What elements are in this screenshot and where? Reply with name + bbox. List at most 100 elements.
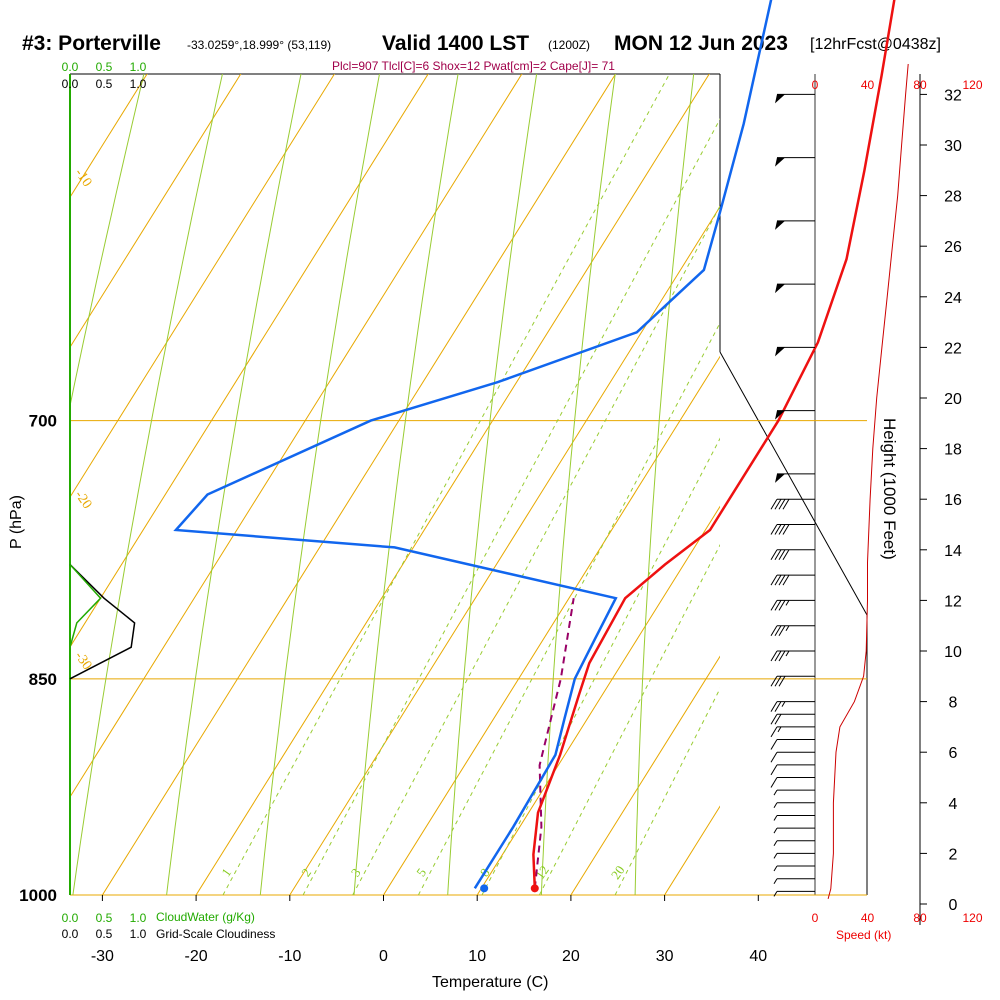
barb-half	[773, 815, 778, 821]
indices-text: Plcl=907 Tlcl[C]=6 Shox=12 Pwat[cm]=2 Ca…	[332, 59, 615, 73]
wind-barb	[775, 93, 815, 104]
dry-adiabat-240	[72, 74, 223, 895]
isotherm--120	[0, 0, 411, 895]
height-tick-label: 20	[944, 391, 962, 408]
wind-barb	[770, 777, 815, 788]
speed-tick-top: 40	[861, 78, 875, 92]
barb-half	[773, 853, 778, 859]
barb-full	[782, 498, 790, 510]
dry-adiabat-310	[729, 0, 931, 895]
height-tick-label: 24	[944, 290, 962, 307]
mixing-ratio-5	[417, 321, 720, 895]
soundings	[173, 0, 896, 893]
cloudwater-tick-bottom: 0.5	[96, 911, 113, 925]
height-tick-label: 26	[944, 239, 962, 256]
barb-full	[774, 574, 782, 586]
cloudwater-tick-top: 1.0	[130, 60, 147, 74]
barb-full	[770, 713, 778, 725]
barb-full	[770, 751, 778, 763]
barb-half	[781, 701, 786, 707]
barb-full	[770, 574, 778, 586]
title-utc: (1200Z)	[548, 38, 590, 52]
temp-tick-label: 30	[656, 948, 674, 965]
temp-tick-label: 40	[749, 948, 767, 965]
cloudwater-tick-bottom: 1.0	[130, 911, 147, 925]
temp-tick-label: -20	[185, 948, 208, 965]
barb-full	[770, 739, 778, 750]
cloudwater-label: CloudWater (g/Kg)	[156, 910, 255, 924]
wind-barb	[775, 283, 815, 294]
mixing-ratio-label-5: 5	[413, 865, 429, 879]
wind-barb	[770, 739, 815, 750]
wind-barb	[775, 220, 815, 230]
mixing-ratio-20	[614, 687, 720, 895]
height-tick-label: 14	[944, 543, 962, 560]
barb-full	[778, 524, 786, 535]
speed-tick-top: 80	[913, 78, 927, 92]
barb-full	[782, 524, 790, 535]
dry-adiabat-300	[634, 74, 695, 895]
barb-half	[785, 600, 790, 606]
barb-full	[774, 549, 782, 561]
dry-adiabat-280	[447, 74, 538, 895]
cloudwater-tick-top: 0.5	[96, 60, 113, 74]
speed-tick-bottom: 40	[861, 911, 875, 925]
isotherm--140	[0, 0, 224, 895]
background-lines	[0, 0, 931, 895]
cloudwater-tick-top: 0.0	[62, 60, 79, 74]
barb-flag	[775, 94, 785, 104]
barb-full	[774, 650, 782, 662]
pressure-tick-label: 1000	[19, 886, 57, 905]
cloudiness-line	[69, 563, 136, 680]
isotherm--70	[70, 74, 242, 349]
barb-half	[785, 625, 790, 631]
dry-adiabat-260	[259, 74, 380, 895]
cloudiness-label: Grid-Scale Cloudiness	[156, 927, 275, 941]
barb-full	[770, 498, 778, 510]
wind-barbs	[770, 93, 815, 897]
temp-tick-label: -30	[91, 948, 114, 965]
height-tick-label: 6	[949, 745, 958, 762]
wind-barb	[773, 878, 815, 884]
height-tick-label: 12	[944, 593, 962, 610]
temp-tick-label: 10	[468, 948, 486, 965]
cloudiness-tick-top: 0.5	[96, 77, 113, 91]
mixing-ratio-2	[302, 118, 720, 895]
barb-full	[774, 676, 782, 687]
barb-flag	[775, 284, 785, 294]
isotherm--80	[70, 74, 148, 199]
mixing-ratio-3	[352, 205, 720, 895]
dry-adiabat-290	[540, 74, 616, 895]
dry-adiabat-270	[353, 74, 459, 895]
wind-barb	[770, 764, 815, 776]
wind-barb	[770, 498, 815, 510]
surface-temperature-marker	[530, 884, 539, 893]
barb-full	[770, 676, 778, 687]
height-axis-label: Height (1000 Feet)	[880, 418, 899, 560]
wind-barb	[775, 346, 815, 357]
height-tick-label: 8	[949, 695, 958, 712]
height-tick-label: 28	[944, 189, 962, 206]
isotherm-10	[476, 505, 720, 895]
barb-full	[774, 498, 782, 510]
cloudwater-tick-bottom: 0.0	[62, 911, 79, 925]
wind-speed-line	[827, 63, 909, 900]
barb-full	[774, 524, 782, 535]
dewpoint-line	[173, 0, 773, 889]
mixing-ratio-label-1: 1	[218, 865, 234, 879]
barb-full	[782, 574, 790, 586]
speed-tick-bottom: 0	[812, 911, 819, 925]
isotherm-label--10: -10	[71, 166, 94, 190]
cloudiness-tick-bottom: 0.5	[96, 927, 113, 941]
barb-full	[770, 524, 778, 535]
wind-barb	[773, 890, 815, 897]
barb-full	[778, 625, 786, 636]
wind-barb	[773, 852, 815, 859]
dry-adiabat-250	[166, 74, 302, 895]
isotherm-20	[570, 655, 720, 895]
mixing-ratio-1	[222, 74, 670, 895]
wind-barb	[770, 701, 815, 712]
height-tick-label: 16	[944, 492, 962, 509]
isotherm-label--30: -30	[71, 649, 94, 673]
